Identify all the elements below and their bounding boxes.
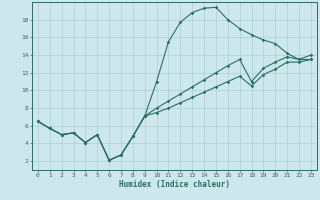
X-axis label: Humidex (Indice chaleur): Humidex (Indice chaleur) <box>119 180 230 189</box>
